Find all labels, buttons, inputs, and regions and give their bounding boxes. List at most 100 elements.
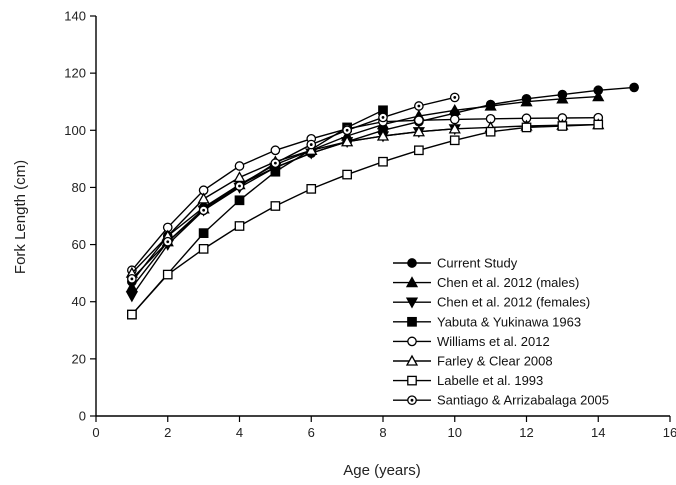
- series-line: [131, 95, 599, 288]
- y-tick-label: 140: [64, 9, 86, 24]
- data-point: [556, 92, 569, 104]
- series-1: [125, 90, 605, 293]
- data-point: [270, 201, 281, 211]
- series-line: [131, 123, 599, 316]
- data-point: [342, 169, 352, 180]
- data-point: [592, 90, 605, 102]
- legend-label: Santiago & Arrizabalaga 2005: [437, 393, 609, 408]
- x-tick-label: 10: [448, 425, 462, 440]
- y-axis-title: Fork Length (cm): [12, 160, 29, 274]
- x-tick-label: 8: [379, 425, 386, 440]
- y-tick-label: 0: [79, 409, 86, 424]
- data-point: [305, 143, 318, 155]
- data-point-dot: [166, 240, 170, 244]
- legend-marker: [405, 276, 419, 288]
- legend-marker: [405, 297, 419, 309]
- data-point: [412, 125, 425, 137]
- legend: Current Study Chen et al. 2012 (males) Che…: [393, 256, 609, 408]
- legend-item: Current Study: [393, 256, 518, 271]
- legend-marker: [407, 258, 417, 268]
- data-point: [557, 121, 568, 131]
- y-tick-label: 80: [72, 180, 86, 195]
- legend-marker-dot: [410, 398, 414, 402]
- legend-marker: [407, 375, 417, 386]
- legend-item: Chen et al. 2012 (females): [393, 295, 590, 310]
- x-axis-title: Age (years): [343, 462, 421, 479]
- x-tick-label: 2: [164, 425, 171, 440]
- series-line: [131, 117, 599, 271]
- data-point: [127, 309, 137, 320]
- data-point: [376, 129, 390, 141]
- data-point: [197, 192, 210, 204]
- data-point-dot: [273, 161, 277, 165]
- data-point-dot: [453, 96, 457, 99]
- data-point: [234, 161, 245, 171]
- legend-marker: [405, 354, 419, 366]
- x-tick-label: 12: [519, 425, 533, 440]
- legend-item: Labelle et al. 1993: [393, 373, 543, 388]
- data-point: [378, 156, 388, 167]
- series-7: [127, 92, 460, 284]
- x-tick-label: 16: [663, 425, 676, 440]
- axes: 0 2 4 6 8 10 12 14 16 0 20 40 60 80 100 120 140: [64, 9, 676, 441]
- data-point-dot: [130, 277, 134, 281]
- data-point: [234, 221, 245, 231]
- legend-label: Yabuta & Yukinawa 1963: [437, 314, 581, 329]
- data-point: [234, 195, 245, 206]
- data-point: [521, 122, 532, 133]
- data-point: [520, 95, 533, 107]
- y-tick-label: 60: [72, 237, 86, 252]
- data-point: [448, 122, 461, 134]
- legend-label: Williams et al. 2012: [437, 334, 550, 349]
- data-point: [448, 103, 461, 115]
- legend-item: Farley & Clear 2008: [393, 354, 553, 369]
- legend-marker: [407, 316, 417, 327]
- data-point: [414, 145, 424, 156]
- data-point: [306, 184, 317, 194]
- series-line: [131, 109, 384, 316]
- legend-label: Labelle et al. 1993: [437, 373, 543, 388]
- data-point: [485, 126, 496, 137]
- y-tick-label: 20: [72, 351, 86, 366]
- data-point: [198, 244, 209, 254]
- data-point-dot: [309, 143, 313, 146]
- series-6: [127, 119, 604, 320]
- legend-item: Santiago & Arrizabalaga 2005: [393, 393, 609, 408]
- legend-item: Chen et al. 2012 (males): [393, 275, 579, 290]
- y-tick-label: 40: [72, 294, 86, 309]
- series-line: [131, 123, 599, 274]
- data-point-dot: [345, 128, 349, 132]
- data-point: [162, 269, 173, 280]
- y-tick-label: 100: [64, 123, 86, 138]
- plot-area: [125, 82, 639, 320]
- legend-label: Farley & Clear 2008: [437, 354, 553, 369]
- data-point: [125, 291, 138, 303]
- legend-item: Yabuta & Yukinawa 1963: [393, 314, 581, 329]
- data-point: [270, 145, 281, 156]
- legend-label: Chen et al. 2012 (females): [437, 295, 590, 310]
- legend-marker: [407, 336, 417, 347]
- series-line: [131, 96, 455, 280]
- x-tick-label: 0: [92, 425, 99, 440]
- x-tick-label: 14: [591, 425, 605, 440]
- data-point-dot: [202, 208, 206, 212]
- data-point: [198, 228, 209, 238]
- data-point: [341, 135, 354, 147]
- data-point: [484, 99, 497, 111]
- data-point: [449, 135, 460, 146]
- legend-item: Williams et al. 2012: [393, 334, 550, 349]
- data-point-dot: [238, 184, 241, 188]
- data-point: [270, 166, 281, 177]
- legend-label: Current Study: [437, 256, 518, 271]
- data-point: [629, 82, 639, 93]
- data-point: [233, 171, 246, 183]
- data-point-dot: [417, 104, 421, 108]
- x-tick-label: 6: [308, 425, 315, 440]
- legend-label: Chen et al. 2012 (males): [437, 275, 579, 290]
- data-point: [414, 115, 424, 126]
- data-point: [593, 119, 604, 130]
- data-point: [449, 114, 460, 125]
- x-tick-label: 4: [236, 425, 243, 440]
